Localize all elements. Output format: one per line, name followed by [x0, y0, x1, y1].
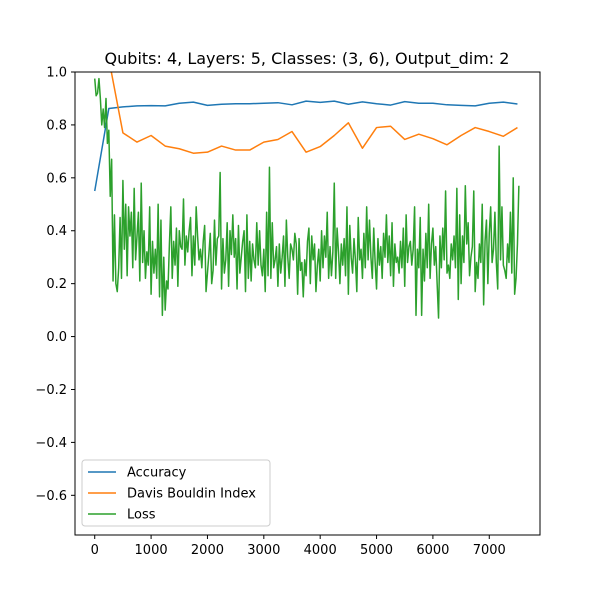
- legend-label-davis-bouldin-index: Davis Bouldin Index: [127, 487, 256, 502]
- series-layer: [93, 72, 520, 319]
- y-tick-label: −0.6: [35, 489, 67, 504]
- x-tick-label: 1000: [135, 543, 168, 558]
- legend: Accuracy Davis Bouldin Index Loss: [81, 459, 271, 527]
- y-tick-label: −0.4: [35, 436, 67, 451]
- accuracy-line: [93, 100, 518, 192]
- y-tick-label: 0.4: [46, 224, 67, 239]
- y-tick-label: 0.8: [46, 118, 67, 133]
- x-tick-label: 0: [91, 543, 99, 558]
- legend-label-loss: Loss: [127, 508, 156, 523]
- x-tick-label: 3000: [247, 543, 280, 558]
- legend-label-accuracy: Accuracy: [127, 466, 187, 481]
- x-axis: 0 1000 2000 3000 4000 5000 6000 7000: [91, 535, 506, 558]
- loss-line: [93, 77, 520, 319]
- x-tick-label: 5000: [360, 543, 393, 558]
- x-tick-label: 6000: [416, 543, 449, 558]
- plot-frame: [74, 71, 541, 536]
- y-axis: −0.6 −0.4 −0.2 0.0 0.2 0.4 0.6 0.8 1.0: [35, 66, 75, 504]
- x-tick-label: 2000: [191, 543, 224, 558]
- davis-bouldin-index-line: [110, 72, 518, 154]
- y-tick-label: 1.0: [46, 66, 67, 81]
- y-tick-label: 0.6: [46, 171, 67, 186]
- y-tick-label: 0.2: [46, 277, 67, 292]
- chart-title: Qubits: 4, Layers: 5, Classes: (3, 6), O…: [105, 49, 510, 69]
- x-tick-label: 7000: [473, 543, 506, 558]
- legend-box: [81, 459, 271, 527]
- y-tick-label: 0.0: [46, 330, 67, 345]
- x-tick-label: 4000: [304, 543, 337, 558]
- y-tick-label: −0.2: [35, 383, 67, 398]
